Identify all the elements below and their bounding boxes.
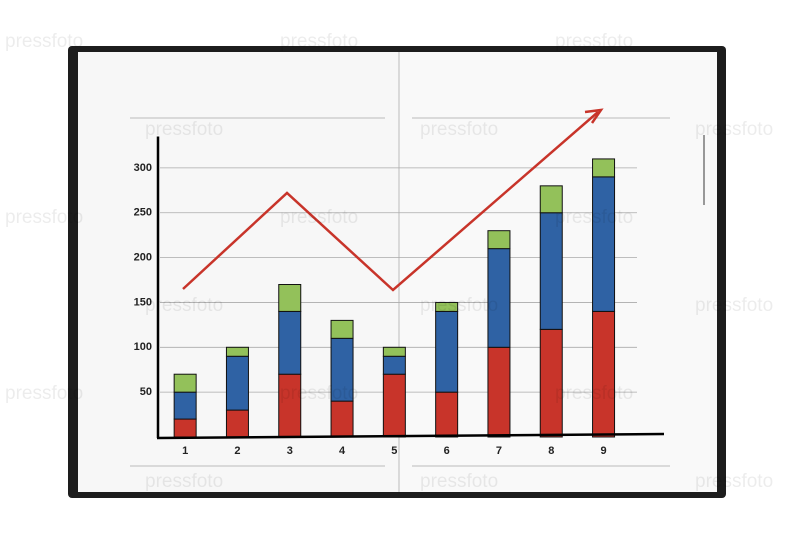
bar-segment bbox=[225, 346, 249, 357]
bar-segment bbox=[225, 355, 249, 411]
bar-segment bbox=[330, 400, 354, 438]
watermark: pressfoto bbox=[5, 383, 83, 404]
watermark: pressfoto bbox=[280, 207, 358, 228]
x-tick-label: 2 bbox=[234, 445, 240, 457]
y-tick-label: 50 bbox=[140, 386, 152, 398]
bar-segment bbox=[487, 346, 511, 438]
x-tick-label: 4 bbox=[339, 445, 346, 457]
y-tick-label: 150 bbox=[134, 296, 152, 308]
x-tick-label: 3 bbox=[287, 445, 293, 457]
x-tick-label: 5 bbox=[391, 445, 397, 457]
bar-segment bbox=[173, 373, 197, 393]
bar-segment bbox=[539, 212, 563, 330]
watermark: pressfoto bbox=[420, 471, 498, 492]
y-tick-label: 200 bbox=[134, 252, 152, 264]
bar-segment bbox=[435, 301, 459, 312]
x-tick-label: 7 bbox=[496, 445, 502, 457]
bar-segment bbox=[592, 158, 616, 178]
watermarks: pressfoto pressfoto pressfoto pressfoto pres… bbox=[5, 31, 773, 492]
bar-segment bbox=[435, 391, 459, 438]
watermark: pressfoto bbox=[695, 119, 773, 140]
bar-segment bbox=[173, 391, 197, 420]
watermark: pressfoto bbox=[280, 383, 358, 404]
watermark: pressfoto bbox=[280, 31, 358, 52]
bar-segment bbox=[382, 346, 406, 357]
x-tick-label: 8 bbox=[548, 445, 554, 457]
watermark: pressfoto bbox=[5, 207, 83, 228]
bar-segment bbox=[382, 355, 406, 375]
bar-segment bbox=[435, 310, 459, 393]
x-tick-label: 6 bbox=[444, 445, 450, 457]
bar-segment bbox=[592, 176, 616, 312]
trend-arrow bbox=[182, 111, 599, 292]
bar-segment bbox=[592, 310, 616, 438]
watermark: pressfoto bbox=[145, 119, 223, 140]
watermark: pressfoto bbox=[5, 31, 83, 52]
x-tick-label: 1 bbox=[182, 445, 188, 457]
watermark: pressfoto bbox=[145, 295, 223, 316]
watermark: pressfoto bbox=[555, 31, 633, 52]
plot: 50 100 150 200 250 300 1 2 3 4 5 6 7 8 9 bbox=[134, 136, 665, 457]
bar-segment bbox=[173, 418, 197, 438]
x-tick-label: 9 bbox=[600, 445, 606, 457]
watermark: pressfoto bbox=[145, 471, 223, 492]
watermark: pressfoto bbox=[695, 295, 773, 316]
bar-segment bbox=[278, 284, 302, 312]
watermark: pressfoto bbox=[555, 207, 633, 228]
x-axis bbox=[156, 432, 665, 440]
y-tick-label: 250 bbox=[134, 207, 152, 219]
bar-segment bbox=[382, 373, 406, 438]
bar-segment bbox=[225, 409, 249, 438]
y-tick-label: 300 bbox=[134, 162, 152, 174]
watermark: pressfoto bbox=[420, 295, 498, 316]
trend-arrow-head bbox=[584, 108, 604, 124]
bar-segment bbox=[539, 185, 563, 214]
y-tick-label: 100 bbox=[134, 341, 152, 353]
bar-segment bbox=[278, 310, 302, 375]
bar-segment bbox=[330, 319, 354, 339]
bar-segment bbox=[487, 230, 511, 250]
watermark: pressfoto bbox=[420, 119, 498, 140]
watermark: pressfoto bbox=[695, 471, 773, 492]
watermark: pressfoto bbox=[555, 383, 633, 404]
